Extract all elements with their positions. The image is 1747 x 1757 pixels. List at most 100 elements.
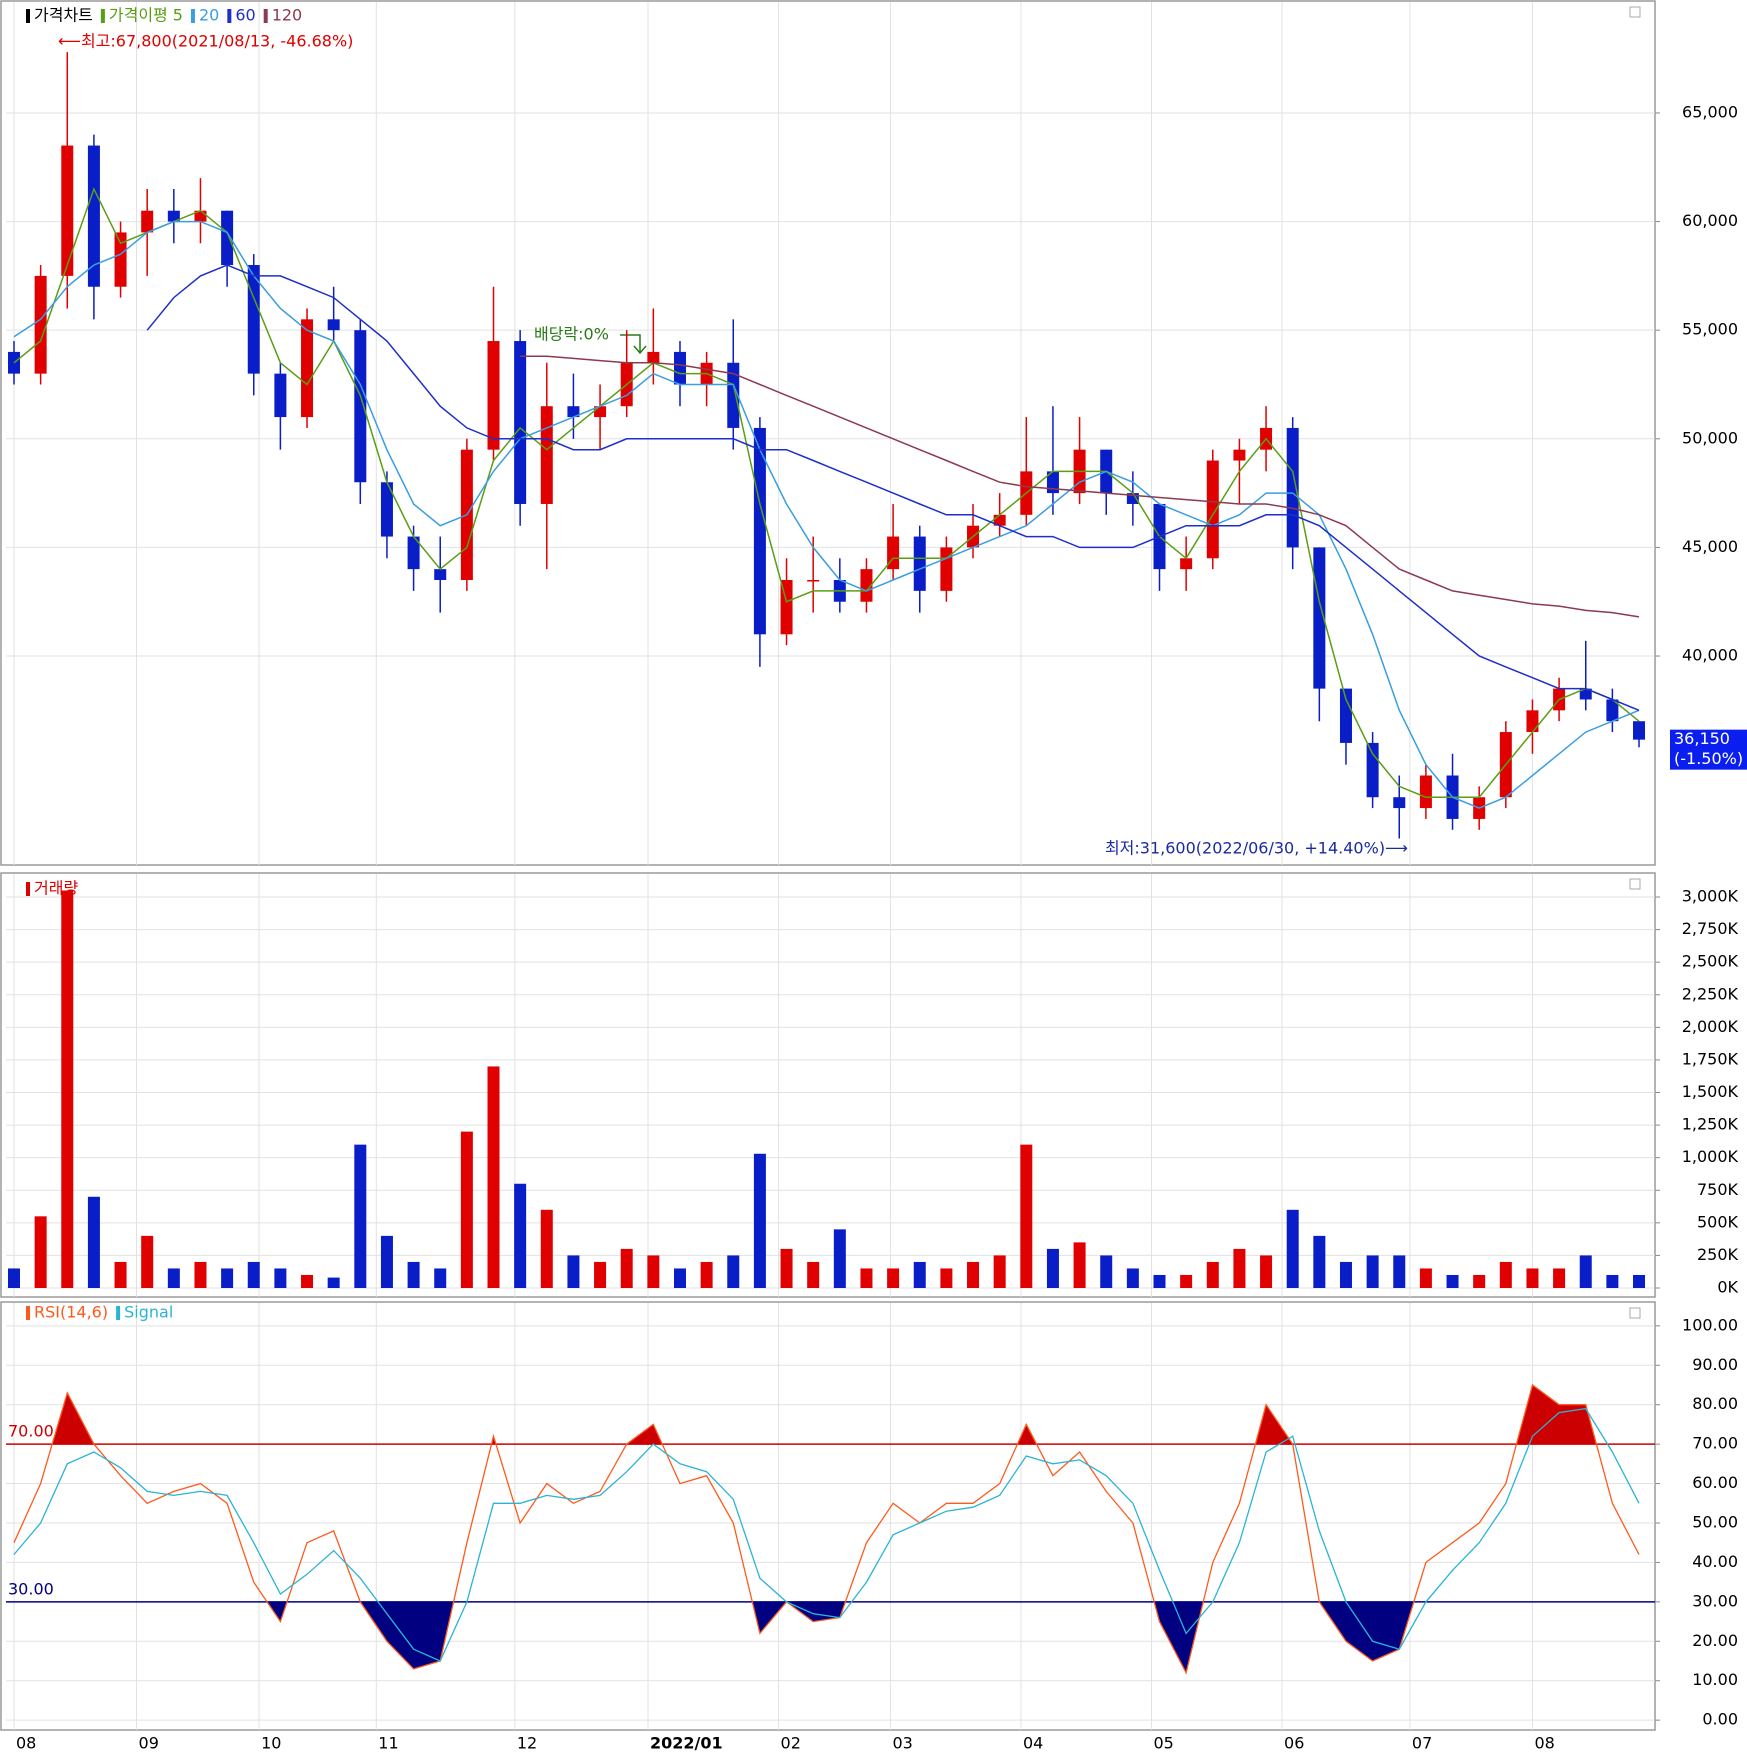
- volume-bar: [1180, 1274, 1193, 1289]
- oversold-fill: [267, 1601, 1414, 1673]
- candle-body: [1046, 471, 1059, 494]
- y-tick-label: 60,000: [1682, 211, 1738, 230]
- volume-bar: [301, 1274, 314, 1289]
- y-tick-label: 40.00: [1692, 1552, 1738, 1571]
- volume-bar: [1233, 1248, 1246, 1289]
- volume-bar: [913, 1261, 926, 1289]
- volume-bar: [460, 1131, 473, 1289]
- volume-bar: [1499, 1261, 1512, 1289]
- low-annotation: 최저:31,600(2022/06/30, +14.40%)⟶: [1105, 839, 1408, 858]
- x-tick-label: 02: [781, 1734, 801, 1753]
- moving-average: [13, 220, 1640, 809]
- candle-body: [61, 145, 74, 276]
- volume-bar: [1206, 1261, 1219, 1289]
- legend-label: RSI(14,6): [34, 1303, 108, 1322]
- volume-bar: [141, 1235, 154, 1289]
- legend-marker: [26, 882, 30, 896]
- candle-body: [1206, 460, 1219, 559]
- volume-bar: [1260, 1255, 1273, 1289]
- moving-average: [146, 264, 1640, 711]
- candle-body: [434, 569, 447, 580]
- candle-body: [114, 232, 127, 287]
- y-tick-label: 2,500K: [1682, 952, 1739, 971]
- y-tick-label: 2,000K: [1682, 1017, 1739, 1036]
- volume-bar: [647, 1255, 660, 1289]
- volume-bar: [1046, 1248, 1059, 1289]
- volume-bar: [1020, 1144, 1033, 1289]
- volume-bar: [567, 1255, 580, 1289]
- reference-label: 30.00: [8, 1579, 54, 1598]
- volume-bar: [753, 1153, 766, 1289]
- x-tick-label: 07: [1412, 1734, 1432, 1753]
- y-tick-label: 50.00: [1692, 1512, 1738, 1531]
- pane-frame: [0, 0, 1656, 866]
- volume-bar: [940, 1268, 953, 1289]
- x-tick-label: 06: [1284, 1734, 1304, 1753]
- volume-bar: [354, 1144, 367, 1289]
- volume-bar: [1579, 1255, 1592, 1289]
- x-tick-label: 08: [1534, 1734, 1554, 1753]
- volume-bar: [807, 1261, 820, 1289]
- legend-label: 5: [173, 6, 183, 25]
- pane-button: [1629, 878, 1641, 890]
- y-tick-label: 80.00: [1692, 1394, 1738, 1413]
- x-tick-label: 12: [517, 1734, 537, 1753]
- legend-label: 20: [199, 6, 219, 25]
- volume-bar: [540, 1209, 553, 1289]
- volume-bar: [1606, 1274, 1619, 1289]
- candle-body: [167, 210, 180, 222]
- x-tick-label: 11: [378, 1734, 398, 1753]
- candle-body: [1126, 493, 1139, 504]
- legend-label: 120: [272, 6, 303, 25]
- candle-body: [1233, 449, 1246, 461]
- moving-average: [520, 355, 1640, 618]
- candle-body: [807, 579, 820, 582]
- last-change: (-1.50%): [1674, 749, 1743, 768]
- legend-label: 가격이평: [109, 6, 168, 25]
- candle-body: [1393, 797, 1406, 809]
- x-tick-label: 03: [892, 1734, 912, 1753]
- candle-body: [487, 341, 500, 450]
- legend-marker: [116, 1306, 121, 1320]
- candle-body: [1286, 427, 1299, 548]
- y-tick-label: 1,750K: [1682, 1049, 1739, 1068]
- volume-bar: [1153, 1274, 1166, 1289]
- volume-bar: [487, 1066, 500, 1289]
- volume-bar: [1526, 1268, 1539, 1289]
- x-tick-label: 05: [1154, 1734, 1174, 1753]
- volume-bar: [114, 1261, 127, 1289]
- legend-marker: [190, 9, 195, 23]
- volume-bar: [221, 1268, 234, 1289]
- y-tick-label: 90.00: [1692, 1355, 1738, 1374]
- volume-bar: [833, 1229, 846, 1289]
- y-tick-label: 250K: [1697, 1245, 1739, 1264]
- legend-label: Signal: [124, 1303, 173, 1322]
- volume-bar: [1633, 1274, 1646, 1289]
- candle-body: [274, 373, 287, 418]
- candle-body: [327, 319, 340, 331]
- legend-label: 60: [235, 6, 255, 25]
- candle-body: [540, 406, 553, 504]
- candle-body: [913, 536, 926, 591]
- candle-body: [1366, 742, 1379, 798]
- pane-button: [1629, 6, 1641, 18]
- candle-body: [221, 210, 234, 266]
- volume-bar: [860, 1268, 873, 1289]
- y-tick-label: 20.00: [1692, 1631, 1738, 1650]
- candle-body: [727, 362, 740, 428]
- volume-bar: [594, 1261, 607, 1289]
- volume-bar: [167, 1268, 180, 1289]
- y-tick-label: 2,250K: [1682, 984, 1739, 1003]
- dividend-arrow: [620, 334, 647, 355]
- candle-body: [1313, 547, 1326, 689]
- rsi-line: [13, 1383, 1640, 1675]
- volume-bar: [514, 1183, 527, 1289]
- high-annotation: ⟵최고:67,800(2021/08/13, -46.68%): [58, 32, 353, 51]
- volume-bar: [993, 1255, 1006, 1289]
- y-tick-label: 40,000: [1682, 646, 1738, 665]
- volume-bar: [727, 1255, 740, 1289]
- candle-body: [514, 341, 527, 504]
- x-tick-label: 08: [16, 1734, 36, 1753]
- volume-bar: [780, 1248, 793, 1289]
